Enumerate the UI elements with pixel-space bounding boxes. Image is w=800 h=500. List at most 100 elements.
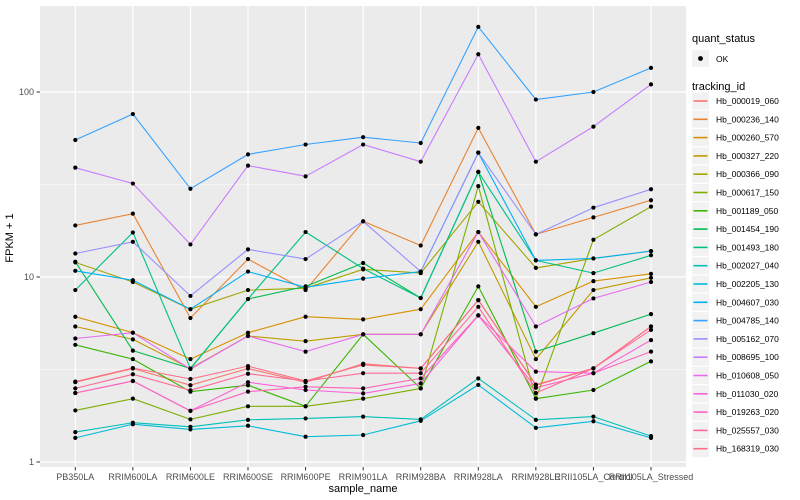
data-point: [303, 349, 308, 354]
x-tick-label: RRIM600LE: [166, 472, 215, 482]
axes-layer: 1 10 100 PB350LA RRIM600LA RRIM600LE RRIM600SE…: [19, 87, 693, 482]
data-point: [591, 215, 596, 220]
data-point: [245, 380, 251, 385]
data-point: [418, 243, 423, 248]
data-point: [533, 324, 538, 329]
legend-label-Hb_001493_180: Hb_001493_180: [716, 242, 779, 252]
data-point: [188, 307, 193, 312]
data-point: [418, 159, 423, 164]
x-tick-label: RRIM600PE: [281, 472, 331, 482]
data-point: [361, 391, 366, 396]
data-point: [533, 382, 538, 387]
data-point: [130, 365, 135, 371]
legend-label-Hb_000019_060: Hb_000019_060: [716, 96, 779, 106]
legend-label-Hb_001189_050: Hb_001189_050: [716, 206, 779, 216]
data-point: [648, 324, 654, 329]
data-point: [648, 275, 654, 280]
data-point: [303, 142, 308, 147]
data-point: [303, 314, 308, 319]
data-point: [130, 378, 135, 384]
data-point: [476, 304, 481, 309]
data-point: [361, 362, 366, 367]
data-point: [591, 287, 596, 293]
data-point: [591, 256, 596, 261]
data-point: [533, 232, 538, 237]
data-point: [73, 314, 78, 319]
data-point: [73, 342, 78, 347]
data-point: [361, 260, 366, 266]
data-point: [303, 229, 308, 235]
data-point: [73, 336, 78, 341]
data-point: [245, 296, 251, 302]
data-point: [476, 24, 481, 29]
data-point: [303, 384, 308, 389]
x-tick-label: RRIM600SE: [223, 472, 273, 482]
x-tick-label: RRIM928LA: [454, 472, 503, 482]
data-point: [303, 378, 308, 384]
legend-title-quant-status: quant_status: [692, 33, 755, 45]
data-point: [591, 89, 596, 95]
data-point: [648, 187, 654, 192]
data-point: [648, 435, 654, 440]
data-point: [418, 381, 423, 386]
data-point: [188, 388, 193, 393]
data-point: [188, 242, 193, 247]
data-point: [648, 327, 654, 332]
data-point: [245, 383, 251, 388]
data-point: [533, 265, 538, 270]
data-point: [73, 430, 78, 435]
data-point: [245, 417, 251, 422]
data-point: [130, 239, 135, 244]
legend-label-Hb_002027_040: Hb_002027_040: [716, 261, 779, 271]
x-tick-label: RRII105LA_Control: [554, 472, 632, 482]
data-point: [188, 383, 193, 388]
data-point: [245, 363, 251, 369]
data-point: [418, 418, 423, 423]
data-point: [73, 386, 78, 391]
data-point: [130, 372, 135, 377]
y-tick-label: 1: [29, 457, 34, 467]
data-point: [476, 313, 481, 318]
data-point: [130, 356, 135, 362]
data-point: [245, 163, 251, 168]
point-icon: [698, 56, 703, 61]
legend-label-Hb_011030_020: Hb_011030_020: [716, 389, 779, 399]
data-point: [648, 359, 654, 364]
x-axis-title: sample_name: [328, 483, 397, 495]
data-point: [73, 390, 78, 396]
data-point: [533, 417, 538, 422]
data-point: [130, 348, 135, 353]
data-point: [130, 230, 135, 235]
data-point: [245, 423, 251, 428]
data-point: [476, 239, 481, 244]
data-point: [361, 135, 366, 140]
legend-label-Hb_000236_140: Hb_000236_140: [716, 114, 779, 124]
data-point: [533, 97, 538, 102]
data-point: [418, 386, 423, 391]
data-point: [648, 253, 654, 258]
data-point: [73, 259, 78, 264]
legend-label-Hb_000366_090: Hb_000366_090: [716, 169, 779, 179]
data-point: [73, 251, 78, 256]
x-tick-label: RRIM901LA: [339, 472, 388, 482]
data-point: [533, 385, 538, 390]
data-point: [73, 165, 78, 170]
data-point: [476, 150, 481, 155]
data-point: [361, 317, 366, 322]
data-point: [130, 396, 135, 401]
x-tick-label: RRIM928LE: [511, 472, 560, 482]
legend-label-Hb_001454_190: Hb_001454_190: [716, 224, 779, 234]
legend-label-Hb_002205_130: Hb_002205_130: [716, 279, 779, 289]
y-axis-title: FPKM + 1: [4, 213, 16, 262]
data-point: [533, 369, 538, 374]
data-point: [73, 324, 78, 329]
legend-label-Hb_000617_150: Hb_000617_150: [716, 188, 779, 198]
data-point: [591, 371, 596, 376]
data-point: [591, 270, 596, 276]
data-point: [245, 404, 251, 409]
legend-entries: Hb_000019_060 Hb_000236_140 Hb_000260_570 H…: [692, 92, 779, 458]
data-point: [476, 125, 481, 130]
data-point: [245, 330, 251, 335]
data-point: [591, 419, 596, 424]
data-point: [418, 269, 423, 274]
